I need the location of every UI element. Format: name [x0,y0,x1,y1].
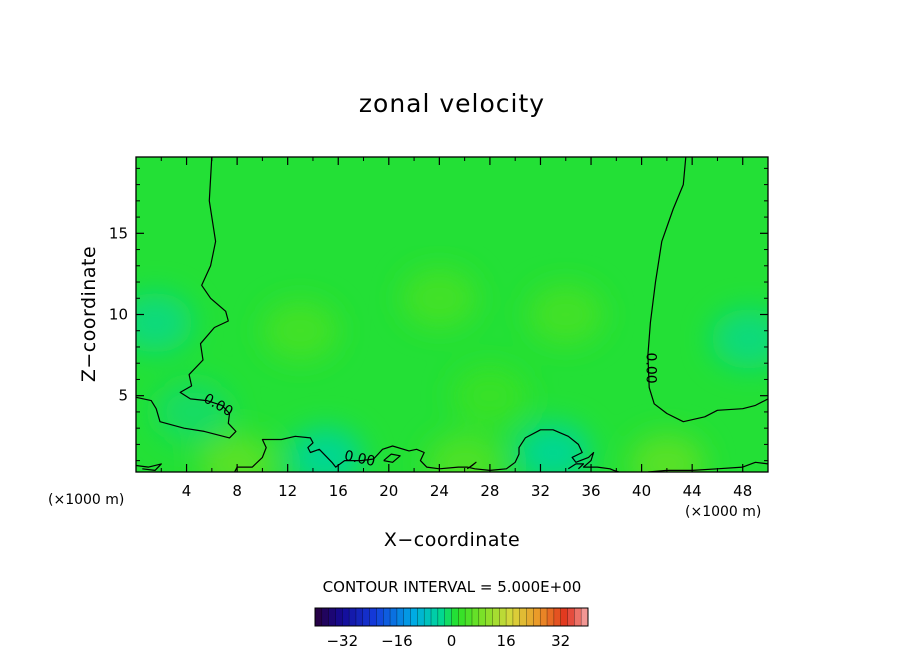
contour-label-1: 0.00 [642,352,658,383]
colorbar-segment [458,608,466,626]
colorbar-frame [314,607,589,627]
contour-label-2: 0.00 [343,448,377,470]
colorbar-segment [369,608,377,626]
y-tick-label: 10 [109,306,128,324]
colorbar-segment [410,608,418,626]
y-axis-ticks: 5 10 15 [109,167,768,462]
contour-line-3 [383,453,401,463]
colorbar-segment [424,608,432,626]
field-feature-9 [426,433,503,472]
colorbar-segment [512,608,521,626]
x-tick-label: 16 [329,482,348,500]
field-feature-4 [262,300,339,361]
field-feature-0 [136,292,193,353]
x-tick-label: 12 [278,482,297,500]
field-feature-3 [401,268,478,329]
colorbar-segment [417,608,425,626]
x-tick-label: 40 [632,482,651,500]
colorbar-ticks: −32 −16 0 16 32 [326,632,570,650]
contour-line-4 [466,461,477,470]
field-feature-10 [628,433,705,472]
colorbar-segment [315,608,323,626]
contour-line-6 [136,463,162,471]
contour-line-5 [567,463,585,470]
colorbar-segment [328,608,336,626]
x-tick-label: 44 [683,482,702,500]
colorbar-segment [376,608,384,626]
field-feature-1 [711,308,768,369]
x-axis-ticks: 4 8 12 16 20 24 28 32 36 40 44 48 [160,157,752,500]
chart-title: zonal velocity [359,89,545,118]
colorbar-segment [533,608,541,626]
colorbar-tick-label: 32 [551,632,570,650]
colorbar-segment [431,608,439,626]
colorbar-segment [396,608,405,626]
x-tick-label: 28 [480,482,499,500]
colorbar-segment [478,608,486,626]
colorbar-segment [547,608,555,626]
x-tick-label: 4 [182,482,192,500]
colorbar-tick-label: −16 [381,632,413,650]
colorbar-segment [492,608,500,626]
colorbar-segment [444,608,452,626]
colorbar-segment [321,608,329,626]
x-tick-label: 24 [430,482,449,500]
colorbar-segment [390,608,398,626]
field-feature-6 [451,365,528,426]
contour-line-2 [234,429,619,472]
plot-area: 0.000.000.00 4 8 12 16 20 24 28 32 36 40 44 48 5101… [109,156,769,500]
colorbar-segment [519,608,527,626]
colorbar-segment [560,608,568,626]
x-tick-label: 36 [581,482,600,500]
colorbar-tick-label: 0 [447,632,457,650]
colorbar-segment [362,608,370,626]
x-tick-label: 8 [232,482,242,500]
colorbar-segment [485,608,493,626]
field-feature-8 [515,422,592,472]
colorbar-segment [451,608,459,626]
x-unit-right: (×1000 m) [685,504,761,520]
field-feature-5 [527,284,604,345]
colorbar-segment [506,608,514,626]
colorbar-segment [499,608,507,626]
colorbar [314,607,589,627]
colorbar-segment [567,608,575,626]
x-tick-label: 32 [531,482,550,500]
colorbar-segment [437,608,445,626]
colorbar-tick-label: −32 [326,632,358,650]
x-axis-label: X−coordinate [384,529,520,551]
contour-interval-text: CONTOUR INTERVAL = 5.000E+00 [323,578,582,596]
colorbar-segment [403,608,411,626]
x-tick-label: 20 [379,482,398,500]
colorbar-segment [349,608,357,626]
colorbar-segment [342,608,350,626]
colorbar-segment [335,608,343,626]
colorbar-segment [574,608,582,626]
contour-line-0 [136,157,237,439]
y-tick-label: 15 [109,224,128,242]
field-shading [136,268,768,472]
colorbar-segment [553,608,562,626]
x-unit-left: (×1000 m) [48,492,124,508]
colorbar-segment [526,608,534,626]
contour-line-1 [647,157,768,423]
colorbar-segment [540,608,548,626]
colorbar-tick-label: 16 [497,632,516,650]
colorbar-segment [471,608,480,626]
colorbar-segment [383,608,391,626]
colorbar-segment [581,608,589,626]
colorbar-segment [355,608,364,626]
field-feature-11 [199,433,276,472]
y-axis-label: Z−coordinate [78,246,100,382]
x-tick-label: 48 [733,482,752,500]
field-feature-2 [154,381,231,442]
y-tick-label: 5 [118,387,128,405]
colorbar-segment [465,608,473,626]
